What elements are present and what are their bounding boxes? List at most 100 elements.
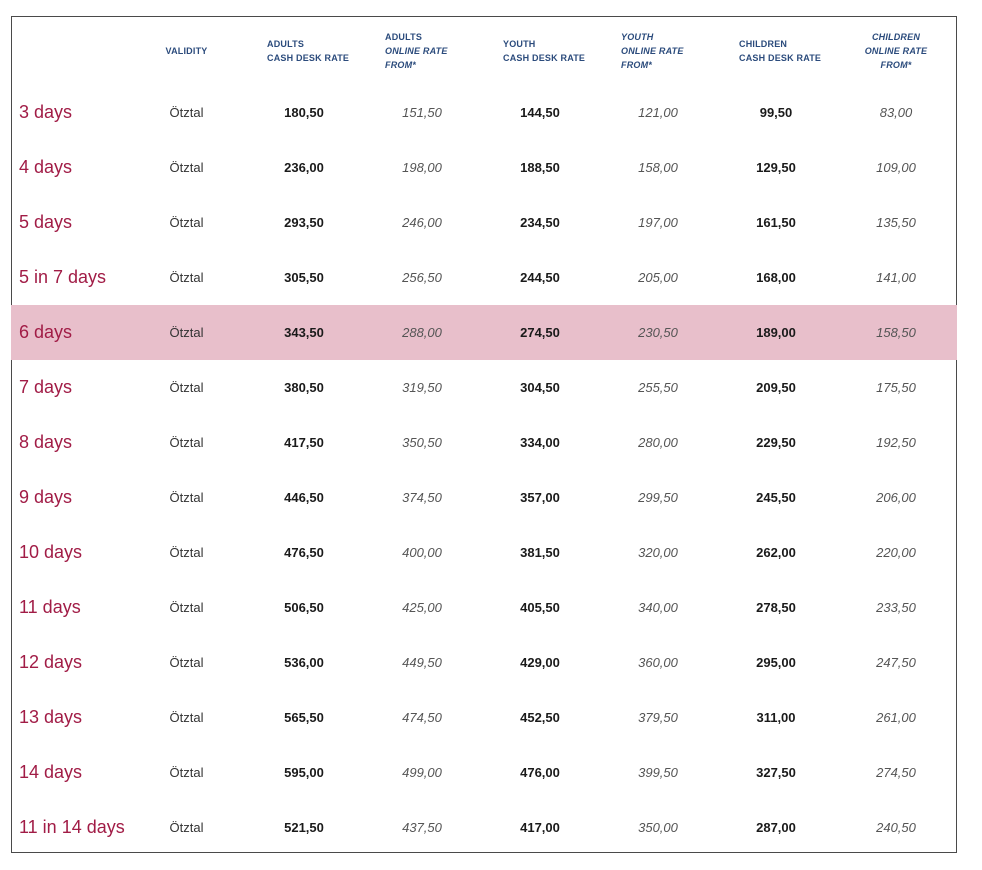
adults-cash-cell: 521,50 xyxy=(284,820,324,835)
youth-cash-cell: 144,50 xyxy=(520,105,560,120)
adults-cash-cell: 446,50 xyxy=(284,490,324,505)
duration-cell: 14 days xyxy=(19,762,83,782)
youth-cash-cell: 234,50 xyxy=(520,215,560,230)
adults-cash-cell: 305,50 xyxy=(284,270,324,285)
children-online-cell: 175,50 xyxy=(876,380,916,395)
duration-cell: 11 in 14 days xyxy=(19,817,125,837)
table-row: 12 days Ötztal 536,00 449,50 429,00 360,00 295… xyxy=(11,635,957,690)
table-row: 7 days Ötztal 380,50 319,50 304,50 255,50 209,… xyxy=(11,360,957,415)
youth-online-cell: 121,00 xyxy=(638,105,678,120)
children-cash-cell: 287,00 xyxy=(756,820,796,835)
youth-cash-cell: 357,00 xyxy=(520,490,560,505)
youth-online-cell: 299,50 xyxy=(638,490,678,505)
duration-cell: 6 days xyxy=(11,305,128,360)
table-row: 3 days Ötztal 180,50 151,50 144,50 121,00 99,5… xyxy=(11,85,957,140)
children-online-cell: 83,00 xyxy=(879,105,913,120)
youth-cash-cell: 417,00 xyxy=(520,820,560,835)
header-adults-online: ADULTS ONLINE RATE FROM* xyxy=(385,31,448,70)
validity-cell: Ötztal xyxy=(169,270,204,285)
validity-cell: Ötztal xyxy=(169,655,204,670)
youth-online-cell: 350,00 xyxy=(638,820,678,835)
children-cash-cell: 209,50 xyxy=(756,380,796,395)
youth-online-cell: 320,00 xyxy=(638,545,678,560)
adults-cash-cell: 536,00 xyxy=(284,655,324,670)
children-cash-cell: 129,50 xyxy=(756,160,796,175)
header-youth-cash: YOUTH CASH DESK RATE xyxy=(503,38,586,63)
children-online-cell: 247,50 xyxy=(876,655,916,670)
adults-cash-cell: 343,50 xyxy=(245,305,363,360)
header-children-online: CHILDREN ONLINE RATE FROM* xyxy=(864,31,928,70)
duration-cell: 12 days xyxy=(19,652,83,672)
children-online-cell: 158,50 xyxy=(835,305,957,360)
children-cash-cell: 189,00 xyxy=(717,305,835,360)
table-row: 5 days Ötztal 293,50 246,00 234,50 197,00 161,… xyxy=(11,195,957,250)
adults-online-cell: 474,50 xyxy=(402,710,442,725)
children-cash-cell: 168,00 xyxy=(756,270,796,285)
table-header-row: VALIDITY ADULTS CASH DESK RATE ADULTS ONLI… xyxy=(11,16,957,85)
adults-cash-cell: 595,00 xyxy=(284,765,324,780)
adults-online-cell: 246,00 xyxy=(402,215,442,230)
adults-cash-cell: 565,50 xyxy=(284,710,324,725)
table-row: 8 days Ötztal 417,50 350,50 334,00 280,00 229,… xyxy=(11,415,957,470)
header-adults-cash: ADULTS CASH DESK RATE xyxy=(267,38,350,63)
header-duration xyxy=(11,16,128,85)
adults-online-cell: 400,00 xyxy=(402,545,442,560)
ski-pass-price-table: VALIDITY ADULTS CASH DESK RATE ADULTS ONLI… xyxy=(11,16,957,855)
adults-cash-cell: 380,50 xyxy=(284,380,324,395)
children-cash-cell: 278,50 xyxy=(756,600,796,615)
adults-cash-cell: 417,50 xyxy=(284,435,324,450)
duration-cell: 5 days xyxy=(19,212,73,232)
youth-cash-cell: 429,00 xyxy=(520,655,560,670)
adults-online-cell: 499,00 xyxy=(402,765,442,780)
validity-cell: Ötztal xyxy=(169,765,204,780)
children-online-cell: 141,00 xyxy=(876,270,916,285)
adults-cash-cell: 293,50 xyxy=(284,215,324,230)
validity-cell: Ötztal xyxy=(169,160,204,175)
adults-online-cell: 256,50 xyxy=(402,270,442,285)
adults-cash-cell: 506,50 xyxy=(284,600,324,615)
adults-online-cell: 288,00 xyxy=(363,305,481,360)
adults-cash-cell: 476,50 xyxy=(284,545,324,560)
youth-online-cell: 158,00 xyxy=(638,160,678,175)
children-online-cell: 192,50 xyxy=(876,435,916,450)
children-cash-cell: 161,50 xyxy=(756,215,796,230)
adults-online-cell: 425,00 xyxy=(402,600,442,615)
youth-online-cell: 255,50 xyxy=(638,380,678,395)
duration-cell: 13 days xyxy=(19,707,83,727)
duration-cell: 8 days xyxy=(19,432,73,452)
duration-cell: 3 days xyxy=(19,102,73,122)
validity-cell: Ötztal xyxy=(169,380,204,395)
adults-online-cell: 319,50 xyxy=(402,380,442,395)
validity-cell: Ötztal xyxy=(169,600,204,615)
table-row: 6 days Ötztal 343,50 288,00 274,50 230,50 189,… xyxy=(11,305,957,360)
youth-online-cell: 360,00 xyxy=(638,655,678,670)
duration-cell: 7 days xyxy=(19,377,73,397)
children-online-cell: 261,00 xyxy=(876,710,916,725)
children-cash-cell: 245,50 xyxy=(756,490,796,505)
youth-cash-cell: 188,50 xyxy=(520,160,560,175)
duration-cell: 5 in 7 days xyxy=(19,267,107,287)
children-online-cell: 233,50 xyxy=(876,600,916,615)
adults-online-cell: 374,50 xyxy=(402,490,442,505)
adults-cash-cell: 236,00 xyxy=(284,160,324,175)
children-cash-cell: 99,50 xyxy=(759,105,793,120)
validity-cell: Ötztal xyxy=(169,545,204,560)
table-row: 11 days Ötztal 506,50 425,00 405,50 340,00 278… xyxy=(11,580,957,635)
youth-cash-cell: 381,50 xyxy=(520,545,560,560)
validity-cell: Ötztal xyxy=(169,215,204,230)
table-row: 5 in 7 days Ötztal 305,50 256,50 244,50 205,0… xyxy=(11,250,957,305)
table-row: 4 days Ötztal 236,00 198,00 188,50 158,00 129,… xyxy=(11,140,957,195)
validity-cell: Ötztal xyxy=(169,820,204,835)
validity-cell: Ötztal xyxy=(128,305,245,360)
children-online-cell: 206,00 xyxy=(876,490,916,505)
youth-cash-cell: 274,50 xyxy=(481,305,599,360)
adults-online-cell: 151,50 xyxy=(402,105,442,120)
youth-online-cell: 197,00 xyxy=(638,215,678,230)
children-cash-cell: 295,00 xyxy=(756,655,796,670)
youth-cash-cell: 476,00 xyxy=(520,765,560,780)
children-online-cell: 109,00 xyxy=(876,160,916,175)
duration-cell: 11 days xyxy=(19,597,81,617)
adults-online-cell: 449,50 xyxy=(402,655,442,670)
validity-cell: Ötztal xyxy=(169,435,204,450)
validity-cell: Ötztal xyxy=(169,490,204,505)
